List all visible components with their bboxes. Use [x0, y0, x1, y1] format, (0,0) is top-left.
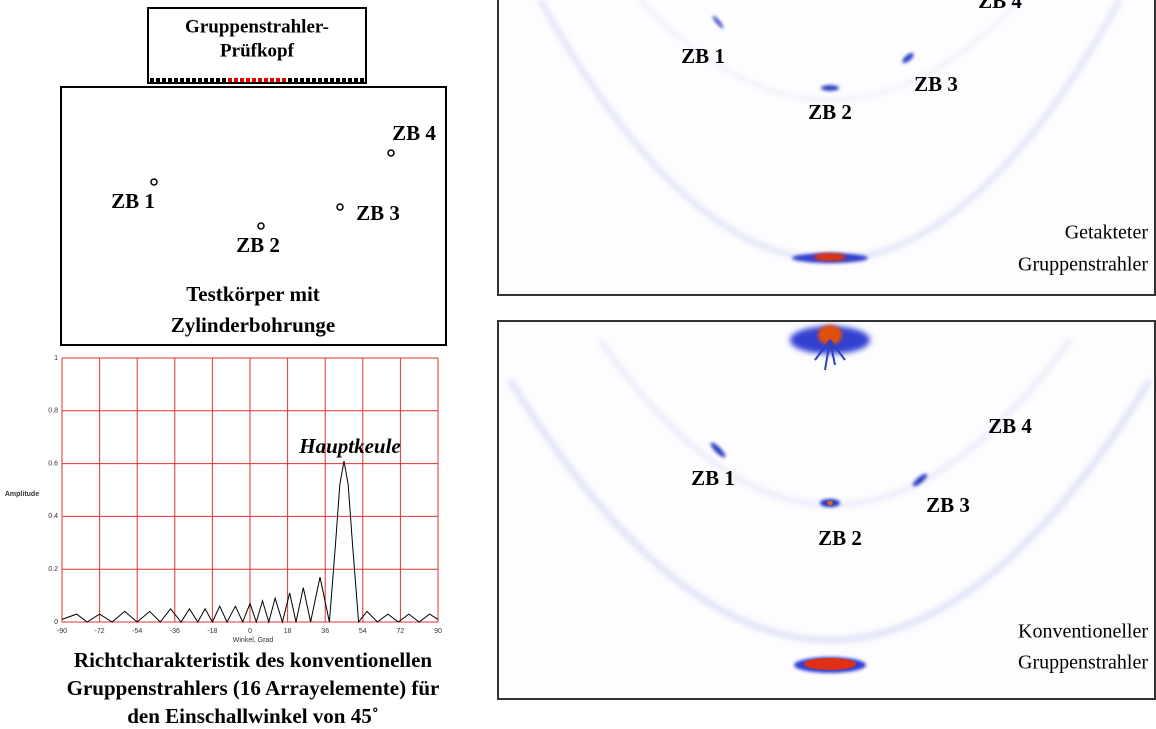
probe-label: Gruppenstrahler-	[185, 16, 329, 37]
x-tick-label: 72	[397, 628, 405, 635]
hole-label: ZB 4	[392, 121, 436, 145]
caption: den Einschallwinkel von 45˚	[127, 704, 378, 728]
hole-label: ZB 1	[691, 466, 735, 490]
hole-label: ZB 3	[914, 72, 958, 96]
ultrasound-image	[498, 0, 1154, 295]
hole-label: ZB 2	[818, 526, 862, 550]
x-tick-label: 18	[284, 628, 292, 635]
directivity-chart: 0 0.2 0.4 0.6 0.8 1 -90 -72 -54 -36 -18 0 18 36 54 72 90	[48, 355, 442, 635]
annotation: Hauptkeule	[298, 434, 401, 458]
probe-label: Prüfkopf	[220, 40, 295, 61]
image-title: Getakteter	[1065, 222, 1149, 244]
hole-label: ZB 2	[236, 233, 280, 257]
y-tick-label: 0.2	[48, 566, 58, 573]
image-title: Gruppenstrahler	[1018, 254, 1148, 276]
x-tick-label: -36	[170, 628, 180, 635]
x-tick-label: -72	[95, 628, 105, 635]
x-tick-label: -90	[57, 628, 67, 635]
test-body-caption: Zylinderbohrunge	[171, 313, 336, 337]
x-tick-label: 90	[434, 628, 442, 635]
hole-label: ZB 1	[681, 44, 725, 68]
hole-label: ZB 1	[111, 189, 155, 213]
image-title: Konventioneller	[1018, 621, 1148, 643]
caption: Gruppenstrahlers (16 Arrayelemente) für	[67, 676, 440, 700]
caption: Richtcharakteristik des konventionellen	[74, 648, 432, 672]
x-axis-label: Winkel, Grad	[233, 637, 274, 644]
figure: Gruppenstrahler- Prüfkopf ZB 1 ZB 2 ZB 3…	[0, 0, 1156, 729]
y-axis-label: Amplitude	[5, 491, 39, 498]
y-tick-label: 0.4	[48, 513, 58, 520]
image-title: Gruppenstrahler	[1018, 652, 1148, 674]
x-tick-label: -18	[207, 628, 217, 635]
hole-label: ZB 3	[356, 201, 400, 225]
hole-label: ZB 3	[926, 493, 970, 517]
x-tick-label: -54	[132, 628, 142, 635]
y-tick-label: 0	[54, 619, 58, 626]
test-body-caption: Testkörper mit	[186, 282, 320, 306]
x-tick-label: 0	[248, 628, 252, 635]
y-tick-label: 0.6	[48, 460, 58, 467]
hole-label: ZB 2	[808, 100, 852, 124]
y-tick-label: 1	[54, 355, 58, 362]
x-tick-label: 54	[359, 628, 367, 635]
x-tick-label: 36	[321, 628, 329, 635]
hole-label: ZB 4	[978, 0, 1022, 13]
hole-label: ZB 4	[988, 414, 1032, 438]
y-tick-label: 0.8	[48, 408, 58, 415]
